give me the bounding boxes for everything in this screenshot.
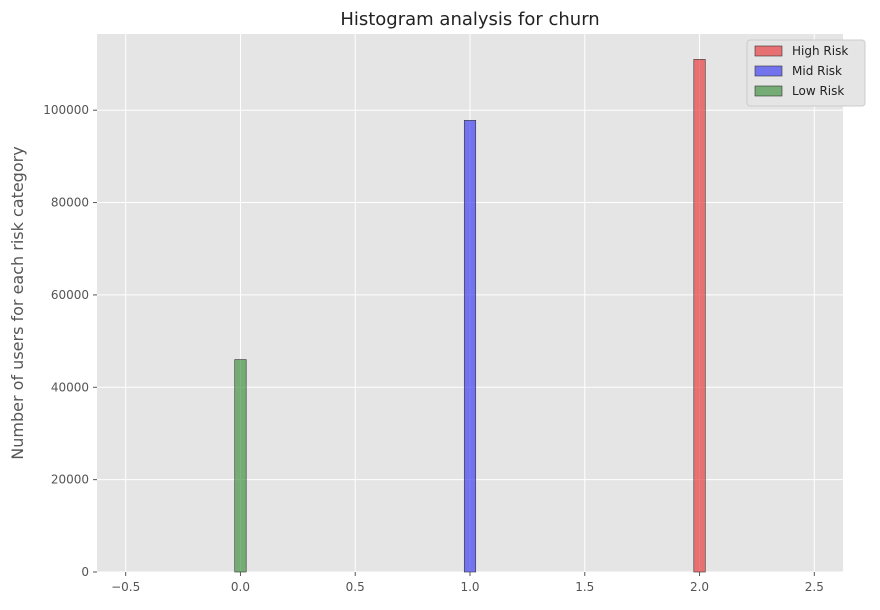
x-axis: −0.5 0.0 0.5 1.0 1.5 2.0 2.5: [111, 572, 824, 594]
y-axis: 0 20000 40000 60000 80000 100000: [43, 103, 97, 579]
chart-title: Histogram analysis for churn: [340, 9, 599, 30]
x-tick-label: 2.0: [690, 580, 709, 594]
y-tick-label: 20000: [51, 473, 89, 487]
x-tick-label: 0.5: [346, 580, 365, 594]
y-tick-label: 100000: [43, 103, 89, 117]
y-tick-label: 60000: [51, 288, 89, 302]
bar-low-risk: [234, 359, 247, 573]
y-tick-label: 80000: [51, 196, 89, 210]
x-tick-label: 1.0: [460, 580, 479, 594]
legend-label-low-risk: Low Risk: [792, 84, 844, 98]
legend-label-mid-risk: Mid Risk: [792, 64, 842, 78]
y-tick-label: 40000: [51, 380, 89, 394]
x-tick-label: 1.5: [575, 580, 594, 594]
x-tick-label: 0.0: [231, 580, 250, 594]
legend-label-high-risk: High Risk: [792, 44, 848, 58]
y-tick-label: 0: [81, 565, 89, 579]
bar-mid-risk: [463, 120, 477, 573]
x-tick-label: −0.5: [111, 580, 140, 594]
legend-swatch-mid-risk: [754, 65, 783, 77]
bar-high-risk: [693, 59, 706, 573]
legend-swatch-high-risk: [754, 45, 783, 57]
legend: High Risk Mid Risk Low Risk: [746, 39, 866, 107]
legend-swatch-low-risk: [754, 85, 783, 97]
y-axis-label: Number of users for each risk category: [8, 146, 27, 459]
x-tick-label: 2.5: [805, 580, 824, 594]
